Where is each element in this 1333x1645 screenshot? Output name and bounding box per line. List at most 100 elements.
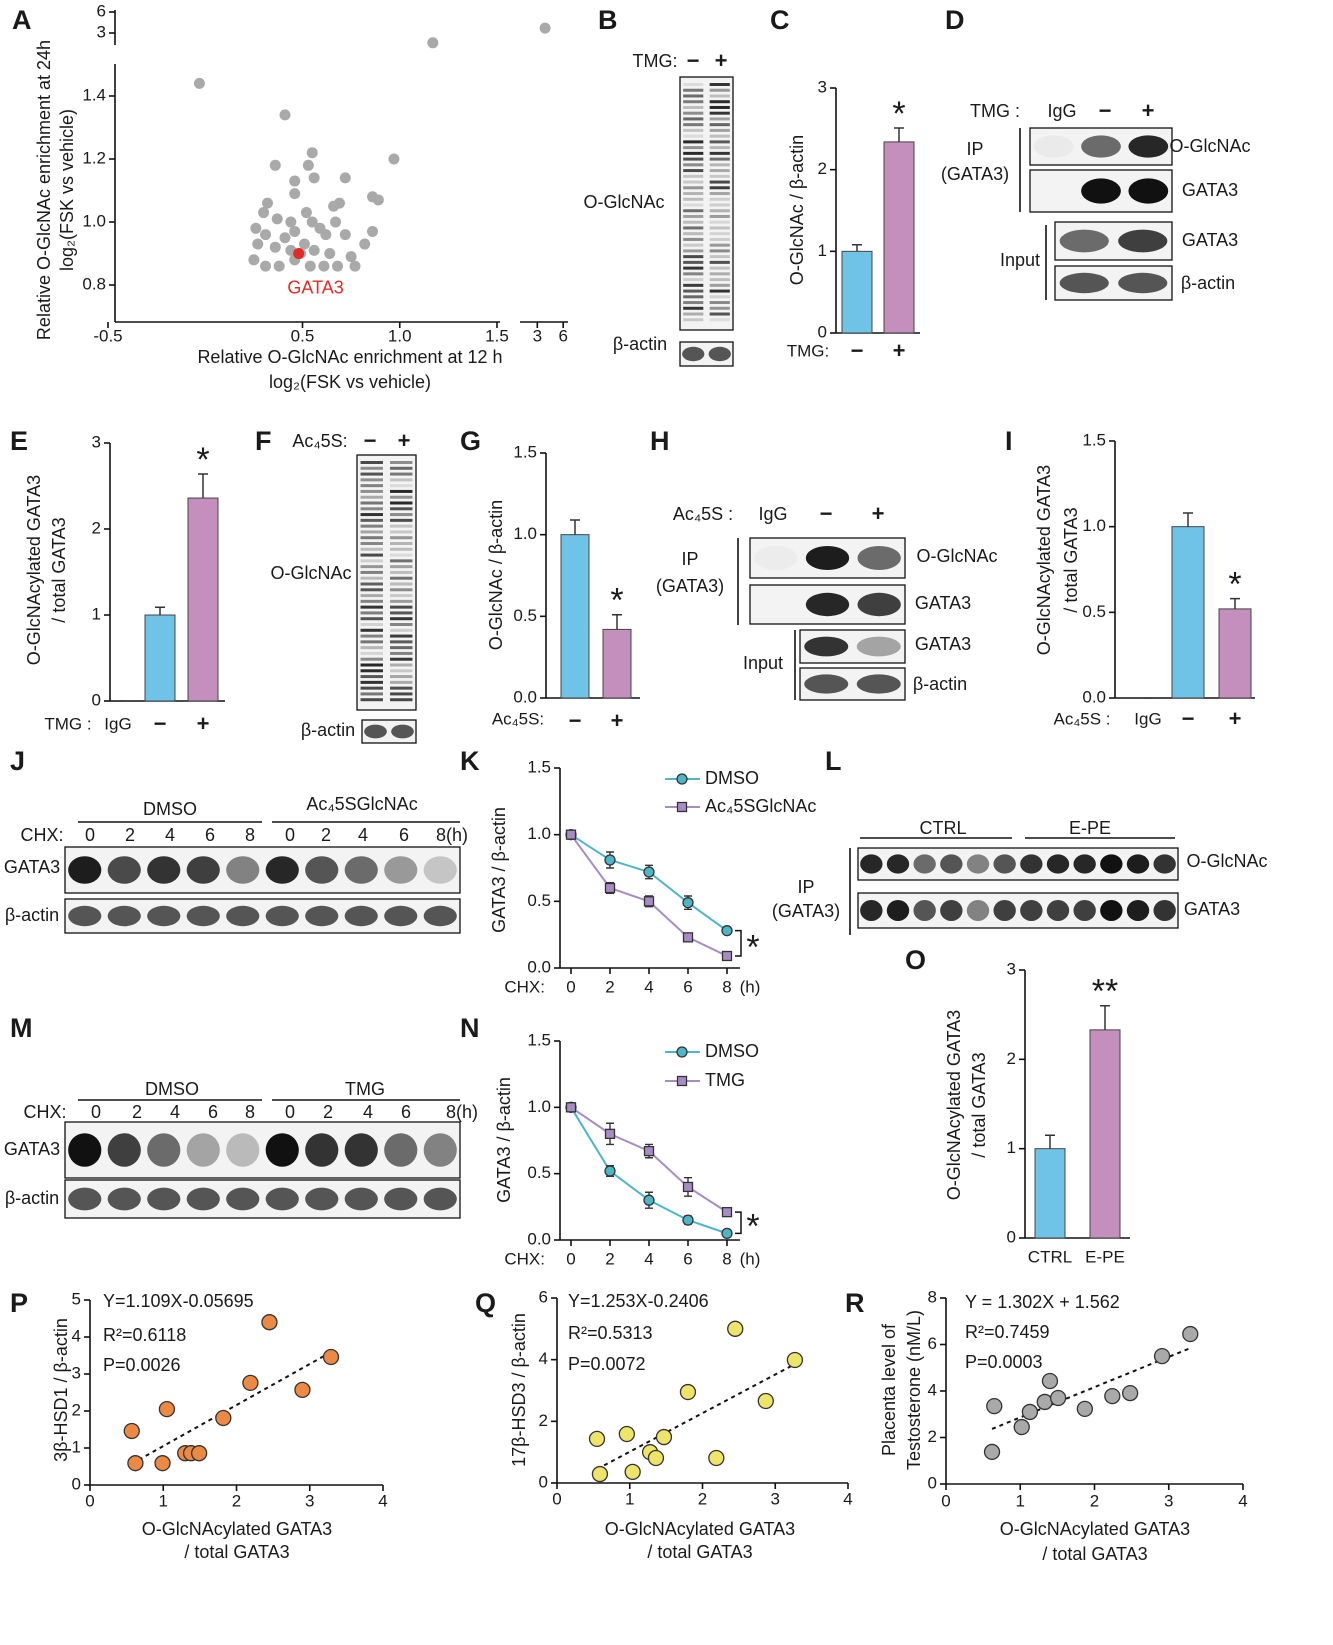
blot-band (305, 856, 339, 884)
blot-band (913, 900, 936, 921)
fit-line (131, 1351, 332, 1465)
point (618, 1425, 635, 1443)
legend-label: Ac₄5SGlcNAc (705, 796, 816, 816)
blot-label: GATA3 (1182, 230, 1238, 250)
blot-label: 6 (205, 825, 215, 845)
blot-band (1081, 178, 1121, 204)
point (983, 1443, 1001, 1461)
x-tick-label: 2 (1090, 1491, 1099, 1510)
blot-band (390, 599, 413, 603)
panel-letter: M (10, 1013, 33, 1043)
blot-label: β-actin (5, 1188, 59, 1208)
blot-band (709, 278, 730, 282)
blot-band (360, 623, 383, 626)
panel-letter: P (10, 1288, 28, 1318)
x-tick-label: 4 (644, 1249, 653, 1268)
blot-label: 8 (245, 1102, 255, 1122)
blot-band (1020, 854, 1043, 874)
annotation: * (1228, 566, 1241, 604)
blot-band (683, 249, 704, 253)
error-bar (1183, 512, 1193, 527)
blot-band (390, 640, 413, 644)
blot-label: Input (743, 653, 783, 673)
point (294, 1381, 311, 1399)
bar (560, 534, 590, 699)
y-axis-label: Relative O-GlcNAc enrichment at 24h (34, 40, 54, 340)
blot-label: 2 (132, 1102, 142, 1122)
blot-band (390, 576, 413, 580)
blot-band (265, 856, 299, 884)
marker (682, 1181, 694, 1193)
point (427, 37, 439, 49)
point (1036, 1393, 1053, 1411)
point (302, 159, 314, 171)
blot-band (344, 856, 378, 884)
annotation: Y = 1.302X + 1.562 (965, 1292, 1120, 1312)
point (306, 147, 318, 159)
blot-band (805, 546, 850, 570)
blot-band (857, 592, 901, 617)
point (786, 1351, 804, 1369)
blot-band (390, 594, 413, 598)
panel-letter: R (845, 1288, 865, 1318)
blot-band (423, 1133, 457, 1167)
blot-band (683, 295, 704, 299)
point (1153, 1347, 1171, 1365)
point (215, 1409, 232, 1427)
point (269, 159, 281, 171)
x-axis-label: O-GlcNAcylated GATA3 (605, 1519, 795, 1539)
y-axis-label: 17β-HSD3 / β-actin (509, 1313, 529, 1467)
point (757, 1392, 774, 1410)
y-tick-label: 3 (1007, 959, 1016, 978)
bar (883, 141, 915, 334)
panel-letter: J (10, 746, 25, 776)
panel-letter: A (12, 5, 32, 35)
blot-band (683, 157, 704, 161)
blot-band (709, 174, 730, 178)
point (333, 197, 345, 209)
blot-band (683, 197, 704, 201)
panel-letter: L (825, 746, 842, 776)
x-tick-label: 6 (558, 326, 567, 345)
blot-band (683, 88, 704, 92)
y-tick-label: 3 (72, 1363, 81, 1382)
point (708, 1449, 725, 1467)
annotation: * (196, 441, 209, 479)
x-axis-label: / total GATA3 (1042, 1544, 1147, 1564)
bar (187, 497, 219, 702)
blot-band (186, 1133, 220, 1167)
point (260, 260, 272, 272)
y-tick-label: 1.0 (82, 211, 106, 230)
panel-letter: O (905, 945, 926, 975)
blot-band (709, 243, 730, 247)
x-tick-label: + (893, 338, 906, 363)
blot-label: + (398, 428, 411, 453)
x-axis-unit: (h) (740, 977, 761, 996)
error-bar (1230, 597, 1240, 609)
blot-band (360, 588, 383, 592)
blot-label: − (1099, 98, 1112, 123)
panel-letter: C (770, 5, 790, 35)
blot-frame (857, 847, 1179, 881)
bar (144, 614, 176, 702)
y-tick-label: 5 (72, 1289, 81, 1308)
x-tick-label: + (197, 711, 210, 736)
x-tick-label: CTRL (1028, 1247, 1072, 1266)
blot-band (709, 100, 730, 104)
annotation: R²=0.7459 (965, 1322, 1050, 1342)
y-axis-label: O-GlcNAcylated GATA3 (24, 475, 44, 665)
blot-band (1033, 135, 1074, 158)
point (318, 260, 330, 272)
error-bar (198, 473, 208, 499)
blot-band (1046, 854, 1070, 874)
blot-band (360, 565, 383, 569)
x-axis-label: TMG : (44, 714, 91, 733)
y-tick-label: 0.0 (527, 1229, 551, 1248)
y-tick-label: 6 (97, 1, 106, 20)
blot-label: O-GlcNAc (584, 192, 665, 212)
blot-band (709, 214, 730, 218)
blot-band (390, 657, 413, 661)
blot-band (1059, 229, 1109, 253)
blot-band (683, 266, 704, 270)
blot-band (966, 854, 990, 874)
